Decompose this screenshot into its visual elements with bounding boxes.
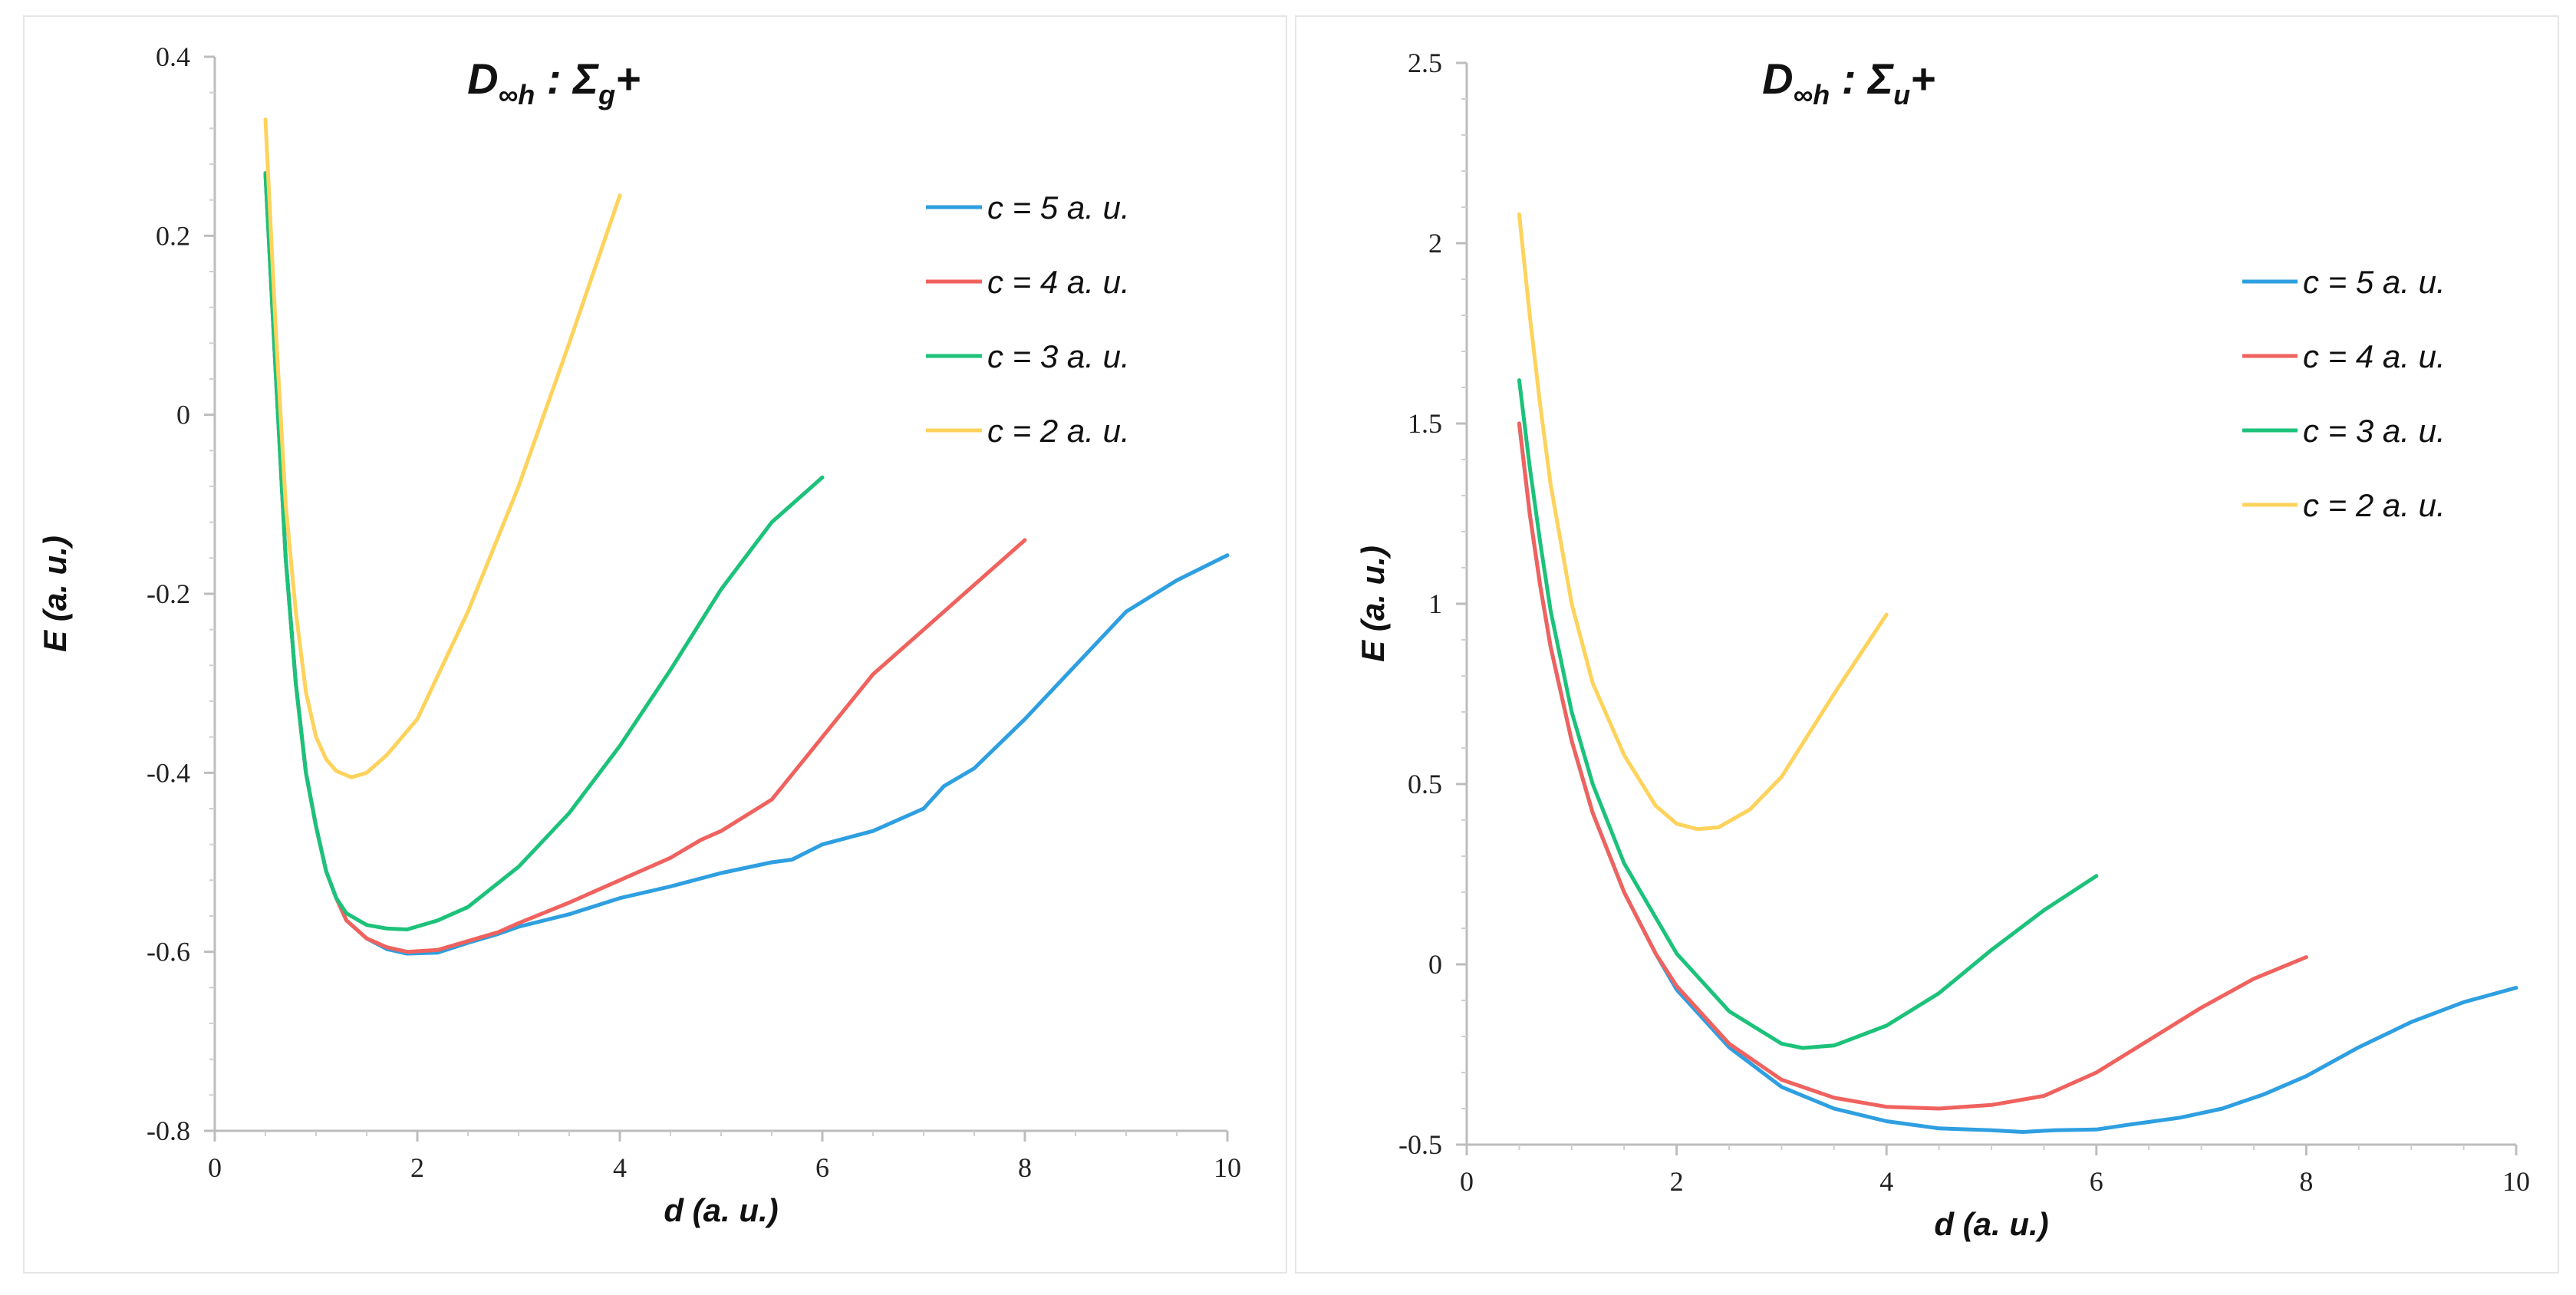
left-legend-label-4: c = 2 a. u. [987, 413, 1130, 449]
right-legend-label-3: c = 3 a. u. [2303, 413, 2446, 449]
left-y-tick-label: 0.2 [156, 220, 190, 251]
left-legend-label-2: c = 4 a. u. [987, 264, 1130, 300]
right-x-tick-label: 10 [2502, 1166, 2530, 1197]
left-x-tick-label: 4 [613, 1152, 627, 1183]
left-y-tick-label: 0 [176, 400, 190, 430]
left-legend-label-1: c = 5 a. u. [987, 189, 1130, 226]
right-legend-label-2: c = 4 a. u. [2303, 338, 2446, 374]
left-chart-title: D∞h : Σg+ [467, 54, 641, 110]
right-series-line-1 [1517, 421, 2518, 1134]
right-legend-label-1: c = 5 a. u. [2303, 264, 2446, 300]
right-y-tick-label: 0.5 [1408, 769, 1442, 799]
right-x-tick-label: 4 [1879, 1166, 1893, 1197]
right-y-tick-label: 0 [1428, 949, 1442, 980]
right-series-line-2 [1517, 421, 2308, 1111]
left-series-line-2 [263, 171, 1027, 954]
chart-left-svg: -0.8 -0.6 -0.4 -0.2 0 0.2 0.4 0 2 4 6 8 10 d (a. u.) E… [37, 41, 1241, 1228]
left-legend-label-3: c = 3 a. u. [987, 338, 1130, 374]
left-x-tick-label: 2 [410, 1152, 424, 1183]
right-y-tick-label: 2.5 [1408, 48, 1442, 78]
chart-right-svg: -0.5 0 0.5 1 1.5 2 2.5 0 2 4 6 8 10 d (a. u.) E (a. u.… [1355, 48, 2530, 1242]
right-y-axis-title: E (a. u.) [1355, 545, 1391, 662]
left-series-line-4 [263, 117, 622, 779]
right-series-line-3 [1517, 378, 2099, 1050]
right-legend-label-4: c = 2 a. u. [2303, 487, 2446, 523]
right-chart-title: D∞h : Σu+ [1762, 54, 1935, 110]
right-x-tick-label: 6 [2090, 1166, 2103, 1197]
right-series-line-4 [1517, 212, 1889, 832]
right-x-axis-title: d (a. u.) [1934, 1206, 2048, 1242]
left-x-tick-label: 8 [1018, 1152, 1032, 1183]
left-y-tick-label: -0.2 [147, 578, 190, 609]
left-series-line-3 [263, 171, 825, 931]
right-x-tick-label: 0 [1460, 1166, 1474, 1197]
chart-panel-left: -0.8 -0.6 -0.4 -0.2 0 0.2 0.4 0 2 4 6 8 10 d (a. u.) E… [23, 15, 1287, 1274]
left-y-tick-label: -0.4 [147, 757, 190, 788]
right-y-tick-label: -0.5 [1398, 1129, 1442, 1160]
right-y-tick-label: 1.5 [1408, 408, 1442, 439]
left-x-tick-label: 6 [815, 1152, 829, 1183]
left-y-tick-label: 0.4 [156, 41, 190, 72]
left-x-tick-label: 0 [208, 1152, 222, 1183]
left-y-tick-label: -0.8 [147, 1115, 190, 1146]
left-x-tick-label: 10 [1214, 1152, 1241, 1183]
right-y-tick-label: 2 [1428, 228, 1442, 259]
right-y-tick-label: 1 [1428, 588, 1442, 619]
left-y-axis-title: E (a. u.) [37, 535, 73, 652]
chart-panel-right: -0.5 0 0.5 1 1.5 2 2.5 0 2 4 6 8 10 d (a. u.) E (a. u.… [1295, 15, 2559, 1274]
left-x-axis-title: d (a. u.) [664, 1192, 778, 1228]
right-x-tick-label: 2 [1670, 1166, 1684, 1197]
left-y-tick-label: -0.6 [147, 937, 190, 967]
right-x-tick-label: 8 [2299, 1166, 2313, 1197]
